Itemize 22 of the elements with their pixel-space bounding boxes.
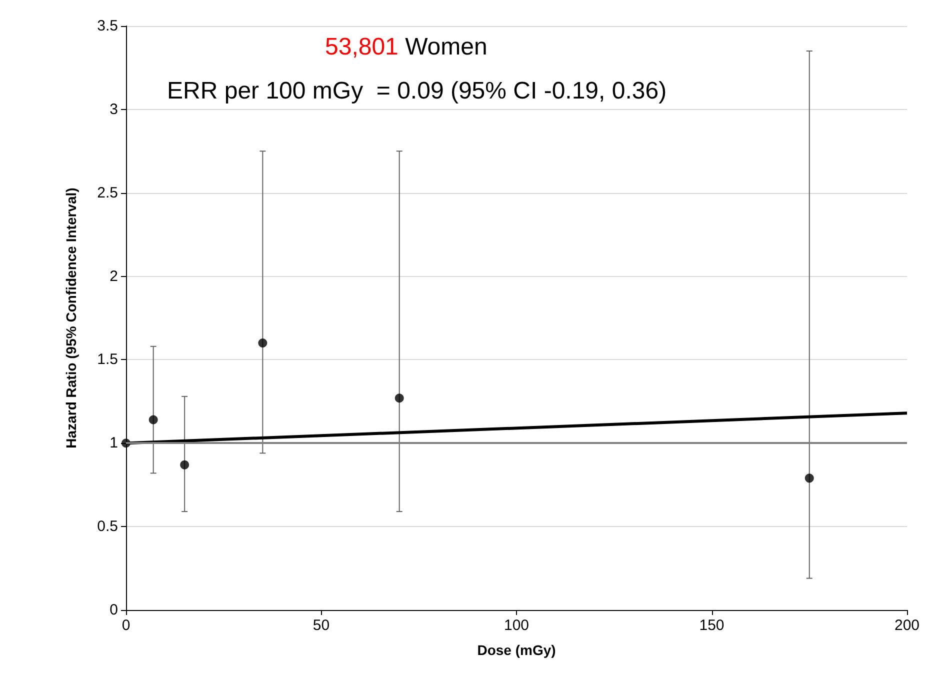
x-tick-label: 200: [894, 617, 920, 634]
point: [394, 394, 404, 403]
y-axis-title: Hazard Ratio (95% Confidence Interval): [63, 188, 79, 448]
x-tick-label: 150: [699, 617, 724, 634]
point: [804, 474, 814, 483]
y-tick-label: 3.5: [97, 18, 118, 34]
point: [258, 338, 268, 348]
x-axis-title: Dose (mGy): [477, 642, 556, 658]
y-tick-label: 1.5: [97, 351, 118, 368]
y-tick-label: 3: [110, 100, 118, 118]
y-tick-label: 0.5: [97, 518, 118, 536]
y-tick-label: 2: [110, 268, 118, 285]
point: [148, 415, 158, 424]
y-tick-label: 1: [110, 434, 118, 452]
point: [180, 460, 190, 470]
text: ERR per 100 mGy = 0.09 (95% CI -0.19, 0.36): [167, 78, 667, 104]
x-tick-label: 0: [122, 617, 130, 634]
x-tick-label: 50: [312, 617, 330, 634]
y-tick-label: 0: [110, 602, 118, 618]
chart-title: 53,801 Women: [325, 34, 488, 60]
x-tick-label: 100: [504, 617, 530, 634]
y-tick-label: 2.5: [97, 184, 118, 202]
